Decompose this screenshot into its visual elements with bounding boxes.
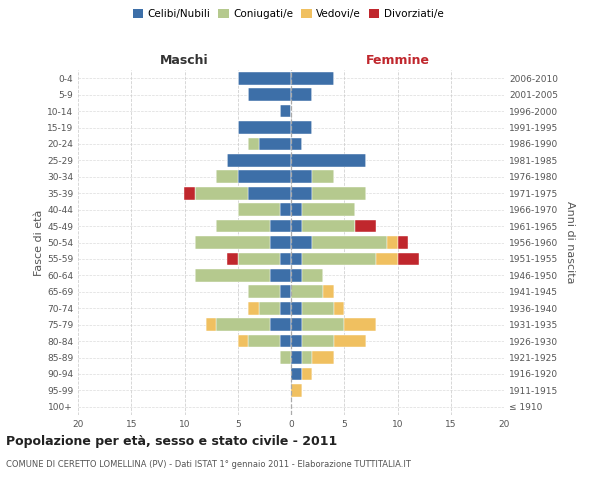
Bar <box>344 318 376 331</box>
Bar <box>238 121 291 134</box>
Bar <box>302 203 355 216</box>
Bar <box>334 302 344 314</box>
Bar <box>270 269 291 282</box>
Bar <box>185 187 195 200</box>
Bar <box>291 368 302 380</box>
Bar <box>291 138 302 150</box>
Bar <box>248 187 291 200</box>
Bar <box>270 318 291 331</box>
Bar <box>302 368 312 380</box>
Bar <box>398 252 419 266</box>
Bar <box>291 334 302 347</box>
Bar <box>334 334 365 347</box>
Bar <box>291 121 313 134</box>
Bar <box>302 252 376 266</box>
Text: Popolazione per età, sesso e stato civile - 2011: Popolazione per età, sesso e stato civil… <box>6 435 337 448</box>
Bar <box>238 72 291 85</box>
Bar <box>302 302 334 314</box>
Bar <box>313 170 334 183</box>
Bar <box>313 187 365 200</box>
Bar <box>270 236 291 249</box>
Bar <box>259 302 280 314</box>
Text: Maschi: Maschi <box>160 54 209 68</box>
Bar <box>291 203 302 216</box>
Bar <box>291 236 313 249</box>
Bar <box>280 334 291 347</box>
Bar <box>195 269 270 282</box>
Bar <box>302 220 355 232</box>
Bar <box>291 384 302 397</box>
Bar <box>206 318 217 331</box>
Bar <box>248 334 280 347</box>
Bar <box>217 170 238 183</box>
Y-axis label: Anni di nascita: Anni di nascita <box>565 201 575 283</box>
Bar <box>280 351 291 364</box>
Bar <box>248 286 280 298</box>
Bar <box>387 236 398 249</box>
Legend: Celibi/Nubili, Coniugati/e, Vedovi/e, Divorziati/e: Celibi/Nubili, Coniugati/e, Vedovi/e, Di… <box>128 5 448 24</box>
Bar <box>248 138 259 150</box>
Bar <box>323 286 334 298</box>
Bar <box>238 334 248 347</box>
Bar <box>217 220 270 232</box>
Bar <box>302 351 312 364</box>
Bar <box>291 318 302 331</box>
Bar <box>280 252 291 266</box>
Bar <box>313 351 334 364</box>
Bar <box>291 286 323 298</box>
Y-axis label: Fasce di età: Fasce di età <box>34 210 44 276</box>
Bar <box>238 170 291 183</box>
Bar <box>227 252 238 266</box>
Bar <box>355 220 376 232</box>
Bar <box>280 302 291 314</box>
Bar <box>195 236 270 249</box>
Bar <box>398 236 408 249</box>
Bar <box>259 138 291 150</box>
Bar <box>291 154 365 167</box>
Bar <box>291 170 313 183</box>
Bar <box>291 302 302 314</box>
Bar <box>291 269 302 282</box>
Text: Femmine: Femmine <box>365 54 430 68</box>
Text: COMUNE DI CERETTO LOMELLINA (PV) - Dati ISTAT 1° gennaio 2011 - Elaborazione TUT: COMUNE DI CERETTO LOMELLINA (PV) - Dati … <box>6 460 411 469</box>
Bar <box>280 104 291 118</box>
Bar <box>248 302 259 314</box>
Bar <box>280 286 291 298</box>
Bar <box>270 220 291 232</box>
Bar <box>313 236 387 249</box>
Bar <box>238 203 280 216</box>
Bar <box>217 318 270 331</box>
Bar <box>291 252 302 266</box>
Bar <box>376 252 398 266</box>
Bar <box>291 220 302 232</box>
Bar <box>248 88 291 101</box>
Bar <box>302 318 344 331</box>
Bar <box>291 88 313 101</box>
Bar <box>302 334 334 347</box>
Bar <box>238 252 280 266</box>
Bar <box>280 203 291 216</box>
Bar <box>291 351 302 364</box>
Bar <box>227 154 291 167</box>
Bar <box>195 187 248 200</box>
Bar <box>291 72 334 85</box>
Bar <box>302 269 323 282</box>
Bar <box>291 187 313 200</box>
